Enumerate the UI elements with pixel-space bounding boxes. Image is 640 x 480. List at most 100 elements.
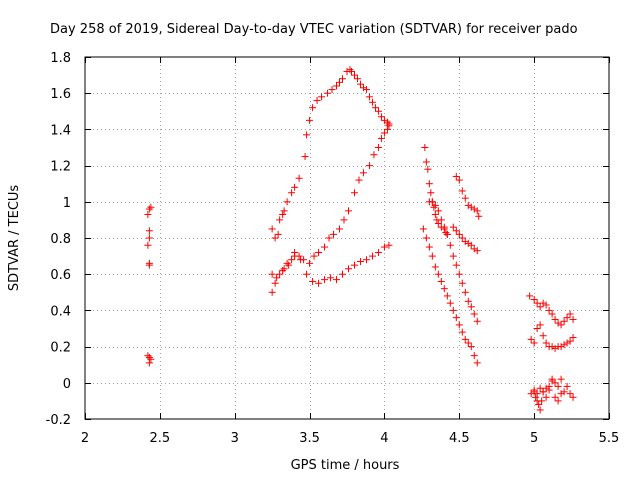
- data-point: [285, 261, 293, 269]
- data-point: [452, 314, 460, 322]
- data-point: [455, 270, 463, 278]
- data-point: [321, 243, 329, 251]
- x-tick-label: 3.5: [299, 431, 320, 446]
- x-tick-label: 4.5: [449, 431, 470, 446]
- y-tick-label: 0.6: [50, 268, 71, 283]
- data-point: [527, 390, 535, 398]
- data-point: [560, 388, 568, 396]
- data-point: [374, 144, 382, 151]
- x-tick-label: 4: [380, 431, 388, 446]
- data-point: [362, 256, 370, 264]
- data-point: [539, 388, 547, 396]
- data-point: [288, 256, 296, 264]
- data-point: [313, 96, 321, 104]
- data-point: [276, 270, 284, 278]
- data-point: [327, 274, 335, 282]
- data-point: [458, 234, 466, 242]
- data-point: [526, 292, 534, 300]
- data-point: [430, 203, 438, 211]
- data-point: [539, 332, 547, 340]
- data-point: [344, 265, 352, 273]
- data-point: [452, 172, 460, 180]
- data-point: [306, 259, 314, 267]
- data-point: [339, 75, 347, 83]
- data-point: [452, 261, 460, 269]
- y-tick-label: 1.6: [50, 87, 71, 102]
- data-point: [560, 341, 568, 349]
- data-point: [276, 216, 284, 224]
- data-point: [446, 241, 454, 249]
- data-point: [365, 93, 373, 101]
- data-point: [356, 258, 364, 266]
- data-point: [458, 328, 466, 336]
- x-tick-label: 5: [530, 431, 538, 446]
- data-point: [467, 241, 475, 249]
- data-point: [539, 299, 547, 307]
- data-point: [380, 129, 388, 137]
- data-point: [532, 393, 540, 401]
- data-point: [554, 382, 562, 390]
- data-point: [271, 279, 279, 287]
- data-point: [542, 339, 550, 347]
- data-point: [443, 292, 451, 300]
- x-tick-label: 2.5: [150, 431, 171, 446]
- y-tick-label: 0.4: [50, 304, 71, 319]
- data-point: [288, 189, 296, 197]
- data-point: [557, 343, 565, 351]
- data-point: [303, 270, 311, 278]
- data-point: [542, 301, 550, 309]
- data-point: [383, 125, 391, 133]
- data-point: [425, 180, 433, 188]
- data-point: [371, 104, 379, 112]
- data-point: [419, 225, 427, 233]
- data-point: [268, 270, 276, 278]
- data-point: [548, 310, 556, 318]
- data-point: [422, 158, 430, 166]
- data-point: [470, 310, 478, 318]
- y-tick-label: 0.8: [50, 232, 71, 247]
- x-tick-label: 2: [81, 431, 89, 446]
- data-point: [283, 198, 291, 206]
- data-point: [336, 225, 344, 233]
- data-point: [385, 241, 393, 249]
- data-point: [333, 82, 341, 90]
- data-point: [268, 288, 276, 296]
- data-point: [533, 299, 541, 307]
- y-tick-label: -0.2: [46, 413, 71, 428]
- data-point: [464, 297, 472, 305]
- data-point: [303, 131, 311, 139]
- data-point: [374, 107, 382, 115]
- data-point: [324, 89, 332, 97]
- data-point: [440, 285, 448, 293]
- data-point: [353, 75, 361, 83]
- data-point: [461, 238, 469, 246]
- data-point: [306, 116, 314, 124]
- data-point: [449, 223, 457, 231]
- data-point: [301, 153, 309, 161]
- data-point: [560, 317, 568, 325]
- data-point: [368, 252, 376, 260]
- data-point: [346, 66, 354, 74]
- data-point: [538, 397, 546, 405]
- data-point: [340, 216, 348, 224]
- data-point: [535, 401, 543, 409]
- data-point: [318, 93, 326, 101]
- data-point: [554, 319, 562, 327]
- y-tick-label: 1.4: [50, 123, 71, 138]
- data-point: [470, 352, 478, 360]
- data-point: [274, 230, 282, 238]
- data-point: [368, 98, 376, 106]
- data-point: [569, 393, 577, 401]
- data-point: [145, 261, 153, 269]
- data-point: [424, 165, 432, 173]
- data-points: [144, 66, 577, 414]
- data-point: [145, 234, 153, 242]
- data-point: [145, 205, 153, 213]
- data-point: [461, 194, 469, 202]
- data-point: [145, 227, 153, 235]
- data-point: [563, 382, 571, 390]
- data-point: [467, 203, 475, 211]
- data-point: [446, 299, 454, 307]
- data-point: [383, 118, 391, 126]
- data-point: [437, 277, 445, 285]
